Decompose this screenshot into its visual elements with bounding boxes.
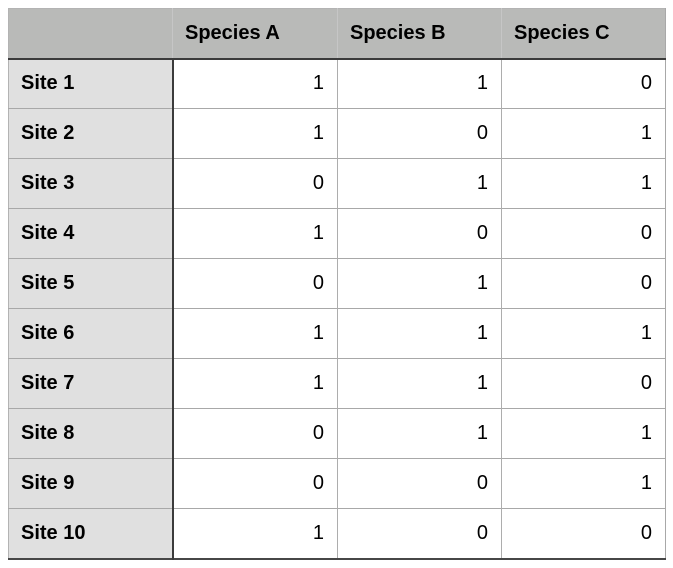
cell: 1 <box>337 158 502 209</box>
cell: 1 <box>501 108 666 159</box>
cell: 1 <box>172 358 338 409</box>
cell: 1 <box>172 508 338 559</box>
table-row: Site 1 1 1 0 <box>8 58 666 109</box>
cell: 0 <box>337 208 502 259</box>
cell: 0 <box>501 508 666 559</box>
species-presence-table: Species A Species B Species C Site 1 1 1… <box>8 8 666 560</box>
row-header: Site 6 <box>8 308 174 359</box>
table-row: Site 5 0 1 0 <box>8 258 666 309</box>
table-row: Site 4 1 0 0 <box>8 208 666 259</box>
cell: 0 <box>337 108 502 159</box>
table-row: Site 10 1 0 0 <box>8 508 666 559</box>
row-header: Site 10 <box>8 508 174 559</box>
cell: 1 <box>501 458 666 509</box>
cell: 0 <box>337 458 502 509</box>
cell: 1 <box>337 58 502 109</box>
table-row: Site 2 1 0 1 <box>8 108 666 159</box>
corner-cell <box>8 8 173 60</box>
cell: 1 <box>172 208 338 259</box>
cell: 0 <box>172 408 338 459</box>
table-row: Site 3 0 1 1 <box>8 158 666 209</box>
cell: 1 <box>172 58 338 109</box>
table-body: Site 1 1 1 0 Site 2 1 0 1 Site 3 0 1 1 S… <box>8 58 666 559</box>
cell: 1 <box>501 158 666 209</box>
cell: 1 <box>337 358 502 409</box>
cell: 0 <box>337 508 502 559</box>
cell: 1 <box>337 308 502 359</box>
row-header: Site 7 <box>8 358 174 409</box>
row-header: Site 5 <box>8 258 174 309</box>
cell: 1 <box>172 308 338 359</box>
cell: 1 <box>337 408 502 459</box>
row-header: Site 8 <box>8 408 174 459</box>
column-header-species-b: Species B <box>337 8 502 60</box>
table-row: Site 8 0 1 1 <box>8 408 666 459</box>
row-header: Site 2 <box>8 108 174 159</box>
column-header-species-c: Species C <box>501 8 666 60</box>
row-header: Site 9 <box>8 458 174 509</box>
cell: 0 <box>501 258 666 309</box>
cell: 0 <box>172 158 338 209</box>
cell: 0 <box>172 258 338 309</box>
column-header-species-a: Species A <box>172 8 338 60</box>
cell: 0 <box>501 358 666 409</box>
row-header: Site 4 <box>8 208 174 259</box>
cell: 1 <box>172 108 338 159</box>
table-row: Site 7 1 1 0 <box>8 358 666 409</box>
table-row: Site 6 1 1 1 <box>8 308 666 359</box>
row-header: Site 1 <box>8 58 174 109</box>
cell: 0 <box>501 58 666 109</box>
cell: 0 <box>501 208 666 259</box>
table-row: Site 9 0 0 1 <box>8 458 666 509</box>
table-header: Species A Species B Species C <box>8 8 666 60</box>
row-header: Site 3 <box>8 158 174 209</box>
cell: 0 <box>172 458 338 509</box>
cell: 1 <box>501 408 666 459</box>
cell: 1 <box>337 258 502 309</box>
header-row: Species A Species B Species C <box>8 8 666 60</box>
cell: 1 <box>501 308 666 359</box>
